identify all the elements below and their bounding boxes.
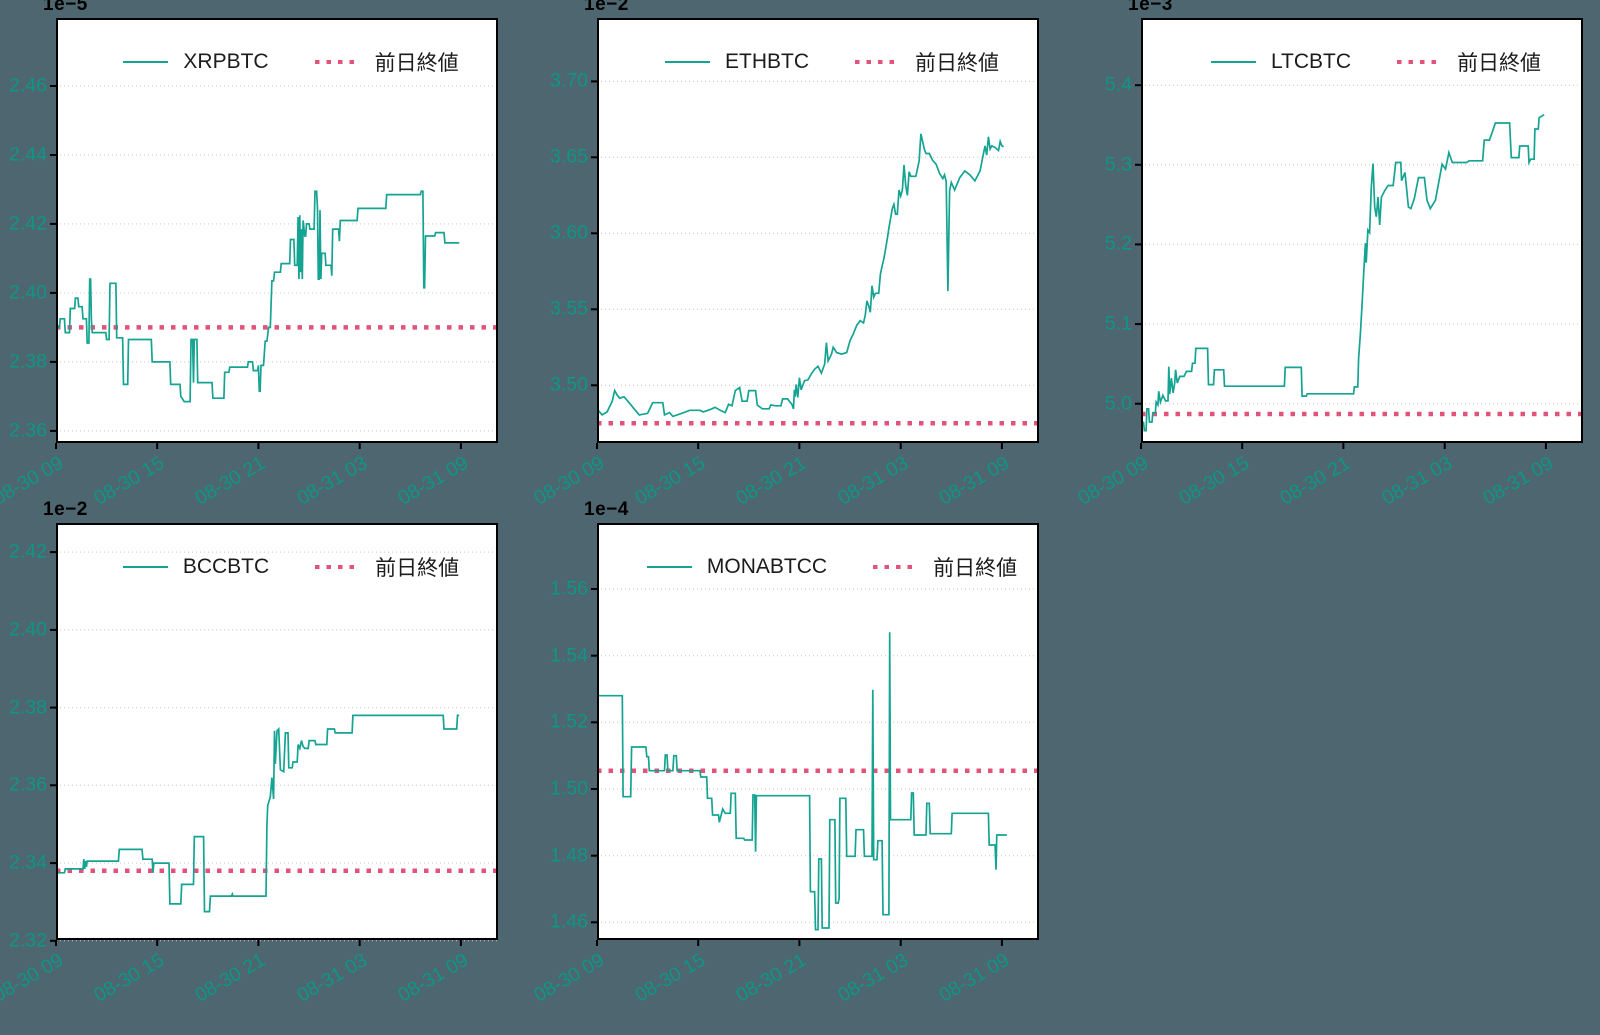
- chart-bccbtc: 1e−2 BCCBTC 前日終値 2.32 2.34 2.36 2.38 2.40 2.4…: [0, 499, 498, 1007]
- y-axis-offset-label: 1e−4: [584, 499, 629, 520]
- chart-ethbtc: 1e−2 ETHBTC 前日終値 3.50 3.55 3.60 3.65 3.70 08-…: [530, 0, 1039, 510]
- y-tick-label: 3.50: [550, 373, 588, 396]
- y-tick-label: 3.55: [550, 297, 588, 320]
- y-tick-label: 1.46: [550, 910, 588, 933]
- y-tick-label: 5.1: [1104, 312, 1132, 335]
- y-tick-label: 2.36: [9, 773, 47, 796]
- y-tick-label: 3.70: [550, 69, 588, 92]
- y-tick-label: 1.52: [550, 710, 588, 733]
- y-tick-label: 2.40: [9, 618, 47, 641]
- chart-monabtcc: 1e−4 MONABTCC 前日終値 1.46 1.48 1.50 1.52 1.54 1…: [530, 499, 1039, 1007]
- chart-canvas: [1135, 18, 1583, 449]
- y-tick-label: 2.44: [9, 143, 47, 166]
- y-tick-label: 2.38: [9, 696, 47, 719]
- y-tick-label: 2.34: [9, 851, 47, 874]
- y-tick-label: 2.38: [9, 350, 47, 373]
- y-axis-offset-label: 1e−2: [584, 0, 629, 15]
- y-tick-label: 2.46: [9, 74, 47, 97]
- y-tick-label: 5.3: [1104, 153, 1132, 176]
- chart-canvas: [50, 18, 498, 449]
- y-tick-label: 5.2: [1104, 232, 1132, 255]
- y-tick-label: 1.56: [550, 577, 588, 600]
- chart-canvas: [50, 523, 498, 946]
- y-tick-label: 5.0: [1104, 392, 1132, 415]
- y-tick-label: 2.40: [9, 281, 47, 304]
- y-tick-label: 5.4: [1104, 73, 1132, 96]
- y-tick-label: 2.32: [9, 929, 47, 952]
- chart-canvas: [591, 18, 1039, 449]
- y-axis-offset-label: 1e−5: [43, 0, 88, 15]
- y-tick-label: 2.42: [9, 212, 47, 235]
- y-tick-label: 1.48: [550, 844, 588, 867]
- chart-canvas: [591, 523, 1039, 946]
- y-tick-label: 1.50: [550, 777, 588, 800]
- y-axis-offset-label: 1e−2: [43, 499, 88, 520]
- y-tick-label: 3.65: [550, 145, 588, 168]
- y-tick-label: 1.54: [550, 644, 588, 667]
- y-tick-label: 3.60: [550, 221, 588, 244]
- chart-ltcbtc: 1e−3 LTCBTC 前日終値 5.0 5.1 5.2 5.3 5.4 08-30 09…: [1074, 0, 1583, 510]
- y-axis-offset-label: 1e−3: [1128, 0, 1173, 15]
- y-tick-label: 2.42: [9, 540, 47, 563]
- y-tick-label: 2.36: [9, 419, 47, 442]
- chart-xrpbtc: 1e−5 XRPBTC 前日終値 2.36 2.38 2.40 2.42 2.44 2.4…: [0, 0, 498, 510]
